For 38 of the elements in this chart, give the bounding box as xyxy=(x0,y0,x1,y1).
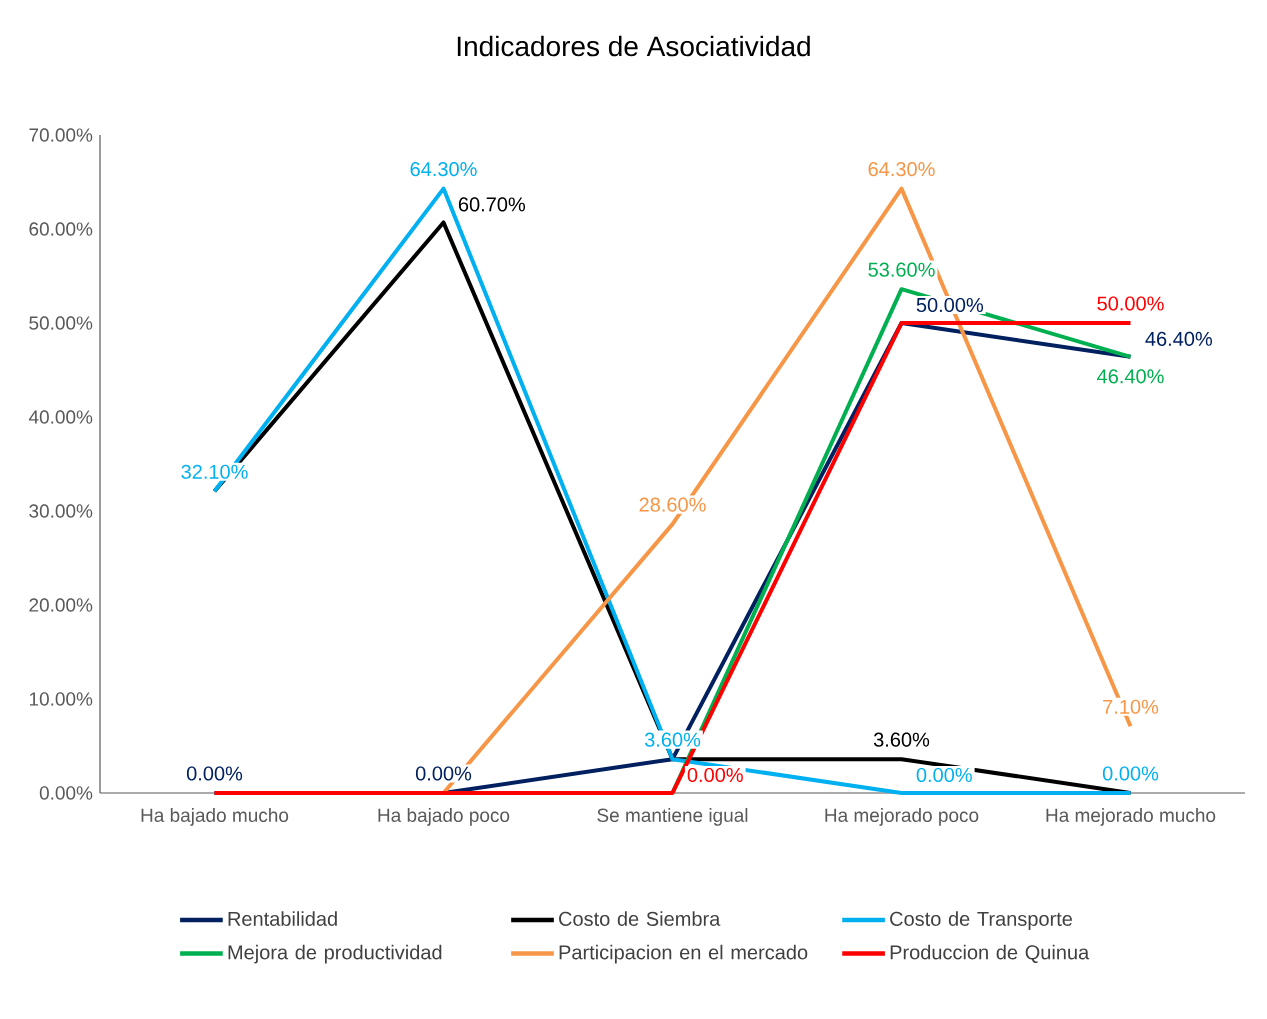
data-label: 28.60% xyxy=(639,497,706,512)
data-label: 0.00% xyxy=(687,767,743,783)
y-tick-label: 60.00% xyxy=(29,222,93,236)
legend-label: Costo de Transporte xyxy=(890,911,1072,930)
y-tick-label: 30.00% xyxy=(29,504,93,518)
x-tick-label: Ha bajado poco xyxy=(378,808,510,826)
x-tick-label: Ha mejorado poco xyxy=(825,808,979,826)
data-label: 0.00% xyxy=(916,767,972,783)
legend-label: Participacion en el mercado xyxy=(559,944,808,964)
data-label: 0.00% xyxy=(1102,766,1159,781)
data-label: 60.70% xyxy=(458,197,526,212)
data-label: 53.60% xyxy=(868,262,935,277)
x-tick-label: Se mantiene igual xyxy=(597,808,748,826)
data-label: 0.00% xyxy=(415,766,472,781)
legend-label: Costo de Siembra xyxy=(559,911,721,926)
y-tick-label: 0.00% xyxy=(39,786,93,800)
data-label: 7.10% xyxy=(1103,699,1159,714)
y-tick-label: 70.00% xyxy=(29,128,93,142)
data-label: 32.10% xyxy=(181,464,248,479)
data-label: 64.30% xyxy=(868,162,935,177)
y-tick-label: 50.00% xyxy=(29,316,93,330)
data-label: 50.00% xyxy=(1097,296,1164,311)
data-label: 50.00% xyxy=(916,297,984,313)
x-tick-label: Ha bajado mucho xyxy=(141,808,289,826)
y-tick-label: 10.00% xyxy=(29,692,93,706)
legend-label: Rentabilidad xyxy=(228,911,337,926)
data-label: 46.40% xyxy=(1145,331,1213,346)
x-tick-label: Ha mejorado mucho xyxy=(1046,808,1216,826)
data-label: 0.00% xyxy=(186,766,243,781)
legend-label: Produccion de Quinua xyxy=(890,944,1090,964)
chart-title: Indicadores de Asociatividad xyxy=(457,35,810,57)
data-label: 46.40% xyxy=(1097,369,1164,384)
legend-label: Mejora de productividad xyxy=(228,944,442,964)
data-label: 3.60% xyxy=(873,732,930,747)
y-tick-label: 20.00% xyxy=(29,598,93,612)
data-label: 64.30% xyxy=(410,162,477,177)
y-tick-label: 40.00% xyxy=(28,410,93,424)
data-label: 3.60% xyxy=(644,732,701,747)
